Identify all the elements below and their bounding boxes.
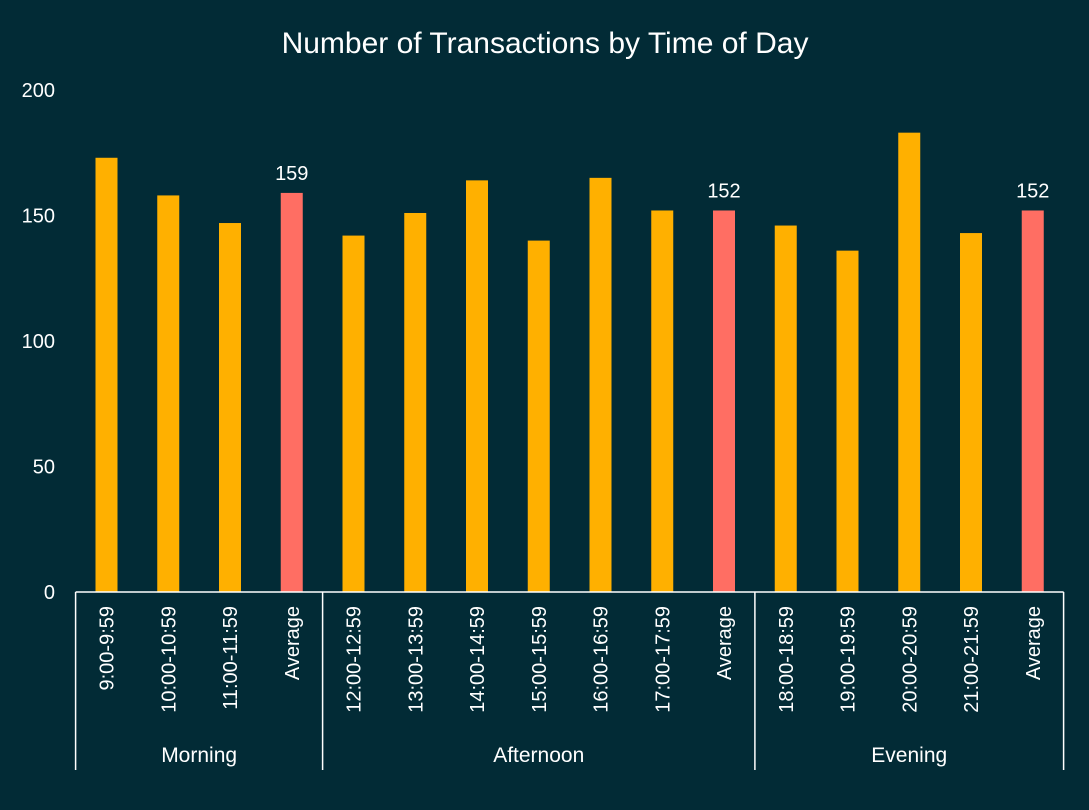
average-bar xyxy=(280,192,303,592)
bar xyxy=(589,177,612,592)
category-tick-label: 9:00-9:59 xyxy=(97,606,119,691)
category-tick-label: 19:00-19:59 xyxy=(838,606,860,713)
y-tick-label: 0 xyxy=(44,582,55,604)
bar xyxy=(219,223,241,592)
y-tick-label: 50 xyxy=(33,457,55,479)
group-label: Morning xyxy=(161,744,237,767)
category-tick-label: 16:00-16:59 xyxy=(591,606,613,713)
data-label: 152 xyxy=(1016,180,1049,202)
y-axis-ticks: 0 50 100 150 200 xyxy=(22,80,55,604)
bar xyxy=(95,157,118,592)
x-axis xyxy=(74,591,1065,770)
category-labels: 9:00-9:59 10:00-10:59 11:00-11:59 Average 12… xyxy=(97,606,1045,713)
category-tick-label: 18:00-18:59 xyxy=(776,606,798,713)
bars xyxy=(95,132,1044,593)
bar xyxy=(404,212,427,593)
category-tick-label: 14:00-14:59 xyxy=(467,606,489,713)
category-tick-label: 17:00-17:59 xyxy=(652,606,674,713)
category-tick-label: 20:00-20:59 xyxy=(899,606,921,713)
category-tick-label: Average xyxy=(714,606,736,680)
category-tick-label: 10:00-10:59 xyxy=(158,606,180,713)
bar xyxy=(527,240,550,592)
y-tick-label: 200 xyxy=(22,80,55,102)
category-tick-label: 15:00-15:59 xyxy=(529,606,551,713)
category-tick-label: 21:00-21:59 xyxy=(961,606,983,713)
data-label: 159 xyxy=(275,163,308,185)
category-tick-label: Average xyxy=(282,606,304,680)
chart-title: Number of Transactions by Time of Day xyxy=(282,27,809,60)
average-bar xyxy=(713,210,735,593)
category-tick-label: Average xyxy=(1023,606,1045,680)
group-label: Afternoon xyxy=(493,744,584,767)
category-tick-label: 12:00-12:59 xyxy=(344,606,366,713)
bar xyxy=(836,250,859,592)
category-tick-label: 11:00-11:59 xyxy=(220,606,242,710)
y-tick-label: 150 xyxy=(22,206,55,228)
y-tick-label: 100 xyxy=(22,331,55,353)
group-label: Evening xyxy=(871,744,947,767)
value-labels: 159 152 152 xyxy=(275,163,1049,203)
bar xyxy=(651,210,674,593)
average-bar xyxy=(1021,210,1044,593)
category-tick-label: 13:00-13:59 xyxy=(405,606,427,713)
bar xyxy=(342,235,365,592)
bar xyxy=(466,180,488,593)
bar xyxy=(774,225,797,593)
bar xyxy=(898,132,921,593)
data-label: 152 xyxy=(707,180,740,202)
group-labels: Morning Afternoon Evening xyxy=(161,744,947,767)
bar xyxy=(960,233,982,592)
bar xyxy=(157,195,180,593)
